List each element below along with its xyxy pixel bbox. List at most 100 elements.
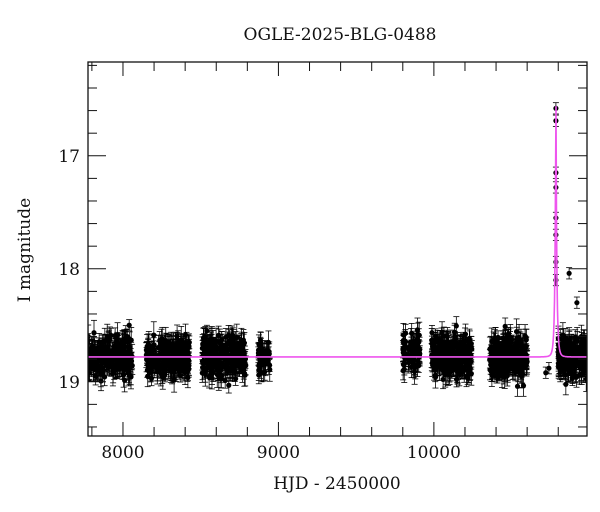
data-point	[201, 359, 207, 365]
data-point	[161, 360, 167, 366]
data-point	[502, 323, 508, 329]
data-point	[566, 270, 572, 276]
data-point	[406, 347, 412, 353]
data-point	[523, 337, 529, 343]
data-point	[444, 339, 450, 345]
plot-area	[88, 102, 587, 397]
data-point	[462, 331, 469, 337]
data-point	[442, 363, 448, 369]
data-point	[433, 347, 439, 353]
y-axis: 17 18 19	[58, 64, 587, 428]
data-point	[466, 351, 472, 357]
data-point	[265, 349, 271, 355]
data-point	[461, 367, 467, 373]
data-point	[209, 371, 215, 377]
data-point	[467, 365, 473, 371]
data-point	[183, 364, 189, 370]
data-point	[126, 322, 132, 328]
data-point	[104, 334, 110, 340]
data-point	[165, 362, 172, 368]
data-point	[204, 328, 210, 334]
chart-title: OGLE-2025-BLG-0488	[244, 25, 437, 45]
data-point	[210, 346, 216, 352]
data-point	[232, 344, 238, 350]
data-point	[524, 358, 530, 365]
data-point	[144, 367, 150, 373]
data-point	[216, 332, 222, 338]
data-point	[258, 347, 264, 353]
data-point	[91, 330, 97, 336]
data-point	[88, 370, 92, 376]
data-point	[515, 365, 521, 372]
data-point	[560, 362, 567, 368]
data-point	[501, 364, 507, 370]
x-axis: 8000 9000 10000	[91, 62, 559, 463]
data-point	[563, 372, 569, 378]
data-point	[168, 341, 174, 348]
data-point	[210, 365, 216, 371]
data-point	[553, 259, 559, 265]
data-point	[126, 362, 132, 368]
data-point	[573, 353, 579, 359]
data-point	[223, 365, 229, 371]
data-point	[216, 364, 223, 370]
data-point	[555, 361, 562, 367]
data-point	[218, 344, 224, 351]
data-point	[98, 364, 105, 371]
data-point	[496, 343, 502, 349]
data-point	[568, 356, 574, 362]
x-axis-label: HJD - 2450000	[273, 474, 401, 494]
data-point	[456, 341, 462, 347]
data-point	[401, 366, 407, 372]
data-point	[493, 373, 500, 379]
data-point	[455, 346, 462, 352]
data-point	[560, 332, 566, 338]
data-point	[200, 335, 207, 341]
data-point	[401, 351, 407, 357]
data-point	[127, 348, 133, 354]
data-point	[507, 345, 513, 351]
y-tick-label: 19	[58, 373, 80, 393]
data-point	[546, 365, 552, 371]
data-point	[145, 345, 151, 351]
data-point	[566, 344, 572, 350]
data-point	[118, 350, 124, 357]
model-curve	[88, 106, 587, 358]
data-point	[499, 359, 505, 365]
data-point	[148, 375, 155, 381]
data-point	[114, 343, 120, 349]
data-point	[446, 347, 452, 353]
data-point	[110, 371, 116, 377]
data-point	[448, 368, 454, 374]
data-point	[518, 337, 524, 343]
data-point	[469, 346, 475, 352]
data-point	[577, 346, 584, 352]
data-point	[411, 362, 418, 368]
y-tick-label: 17	[58, 147, 80, 167]
data-point	[507, 334, 513, 340]
data-point	[516, 358, 523, 365]
data-point	[163, 338, 169, 344]
data-point	[453, 323, 459, 329]
data-point	[510, 361, 516, 367]
data-point	[179, 348, 185, 355]
data-point	[122, 377, 128, 384]
data-point	[543, 370, 549, 376]
data-point	[491, 361, 497, 367]
data-point	[574, 300, 580, 306]
data-point	[101, 346, 107, 352]
x-tick-label: 9000	[257, 443, 300, 463]
data-point	[454, 366, 460, 372]
data-point	[223, 334, 229, 340]
data-point	[460, 340, 466, 346]
data-point	[489, 338, 495, 345]
data-point	[452, 349, 458, 355]
data-point	[233, 361, 239, 367]
data-point	[402, 340, 408, 347]
data-point	[114, 332, 121, 338]
data-point	[178, 363, 184, 369]
data-point	[406, 360, 412, 366]
data-point	[581, 358, 587, 364]
data-point	[437, 347, 443, 353]
x-tick-label: 8000	[101, 443, 144, 463]
